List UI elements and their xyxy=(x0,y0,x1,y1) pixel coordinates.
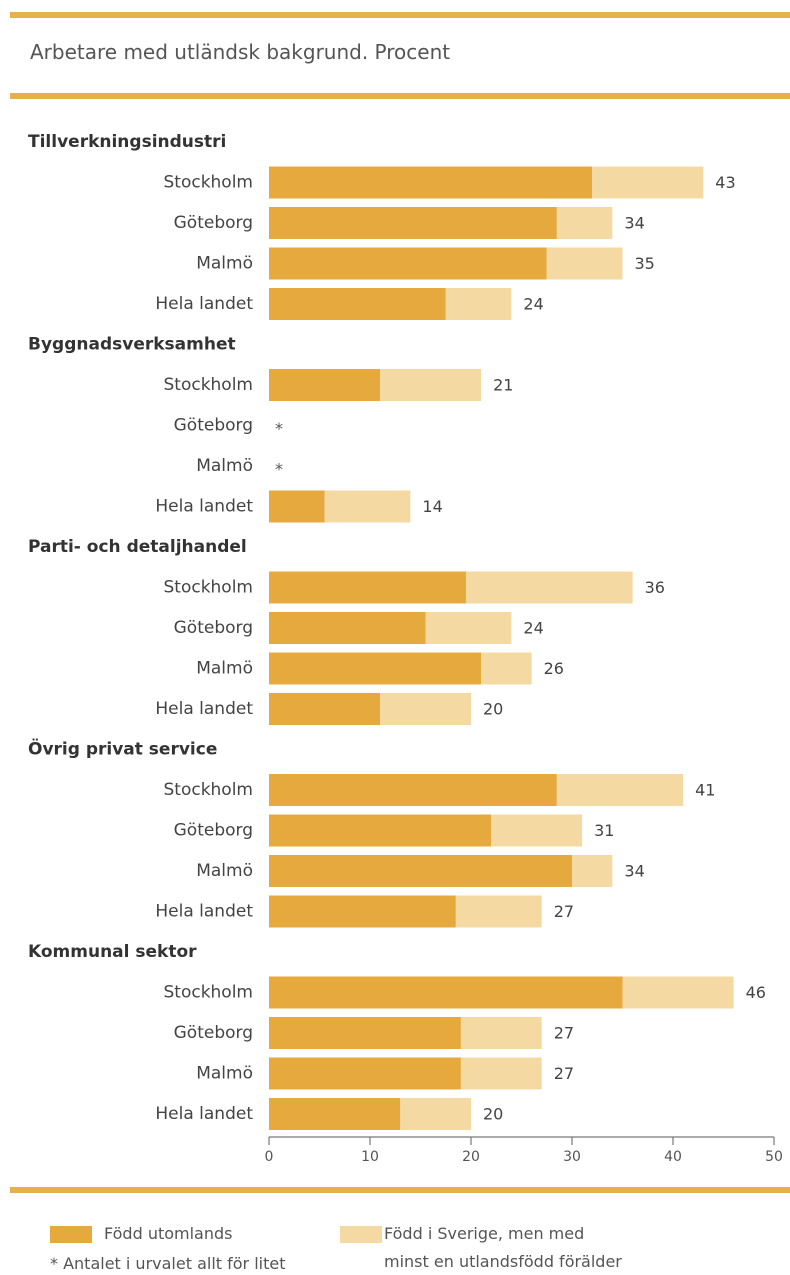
x-tick-label: 50 xyxy=(765,1149,783,1165)
legend-swatch-foreign xyxy=(50,1226,92,1243)
chart-title: Arbetare med utländsk bakgrund. Procent xyxy=(30,40,451,64)
data-label-total: 26 xyxy=(544,659,564,678)
group-label: Byggnadsverksamhet xyxy=(28,335,236,355)
x-tick-label: 40 xyxy=(664,1149,682,1165)
row-label: Stockholm xyxy=(163,780,253,800)
bar-segment-foreign xyxy=(269,774,557,806)
data-label-total: 46 xyxy=(746,983,766,1002)
data-label-total: 34 xyxy=(624,862,644,881)
data-label-total: 27 xyxy=(554,1024,574,1043)
bar-segment-foreign xyxy=(269,369,381,401)
bar-segment-foreign xyxy=(269,693,381,725)
data-label-total: 24 xyxy=(523,295,543,314)
bar-segment-parent xyxy=(455,895,542,928)
bar-segment-parent xyxy=(380,693,471,725)
bar-segment-parent xyxy=(465,571,633,604)
row-label: Malmö xyxy=(196,861,253,881)
data-label-total: 43 xyxy=(715,173,735,192)
bar-segment-foreign xyxy=(269,855,572,887)
bar-segment-parent xyxy=(481,652,532,685)
footnote: * Antalet i urvalet allt för litet xyxy=(50,1254,286,1273)
bar-chart: Tillverkningsindustri Stockholm 43 Göteborg… xyxy=(28,132,783,1165)
bar-segment-foreign xyxy=(269,288,446,320)
bar-segment-foreign xyxy=(269,1017,461,1049)
bar-segment-foreign xyxy=(269,612,426,644)
bar-segment-foreign xyxy=(269,571,466,604)
row-label: Hela landet xyxy=(155,699,253,719)
title-rule xyxy=(10,93,790,99)
data-label-total: 14 xyxy=(422,497,442,516)
x-tick-label: 10 xyxy=(361,1149,379,1165)
group-label: Parti- och detaljhandel xyxy=(28,537,247,557)
bar-segment-parent xyxy=(491,814,583,847)
row-label: Göteborg xyxy=(174,821,253,841)
insufficient-sample-marker: * xyxy=(275,460,283,479)
bar-segment-parent xyxy=(592,166,704,199)
data-label-total: 34 xyxy=(624,214,644,233)
bar-segment-foreign xyxy=(269,895,456,928)
legend-rule xyxy=(10,1187,790,1193)
data-label-total: 36 xyxy=(645,578,665,597)
bar-segment-foreign xyxy=(269,207,557,239)
row-label: Hela landet xyxy=(155,902,253,922)
bar-segment-parent xyxy=(556,774,684,806)
bar-segment-foreign xyxy=(269,976,623,1009)
group-label: Tillverkningsindustri xyxy=(28,132,226,152)
x-tick-label: 30 xyxy=(563,1149,581,1165)
row-label: Malmö xyxy=(196,1064,253,1084)
bar-segment-parent xyxy=(460,1057,542,1090)
bar-segment-parent xyxy=(460,1017,542,1049)
bar-segment-foreign xyxy=(269,166,593,199)
row-label: Malmö xyxy=(196,659,253,679)
bar-segment-parent xyxy=(556,207,613,239)
data-label-total: 20 xyxy=(483,1105,503,1124)
data-label-total: 31 xyxy=(594,821,614,840)
bar-segment-foreign xyxy=(269,652,482,685)
bar-segment-parent xyxy=(400,1098,471,1130)
data-label-total: 35 xyxy=(635,254,655,273)
bar-segment-parent xyxy=(425,612,512,644)
top-rule xyxy=(10,12,790,18)
group-label: Övrig privat service xyxy=(28,738,217,760)
x-tick-label: 0 xyxy=(265,1149,274,1165)
legend-label-parent-line1: Född i Sverige, men med xyxy=(384,1224,585,1243)
bar-segment-foreign xyxy=(269,1057,461,1090)
row-label: Malmö xyxy=(196,254,253,274)
row-label: Hela landet xyxy=(155,497,253,517)
legend-label-foreign: Född utomlands xyxy=(104,1224,233,1243)
bar-segment-parent xyxy=(622,976,734,1009)
bar-segment-foreign xyxy=(269,247,547,280)
bar-segment-parent xyxy=(445,288,512,320)
data-label-total: 21 xyxy=(493,376,513,395)
data-label-total: 41 xyxy=(695,781,715,800)
bar-segment-parent xyxy=(380,369,482,401)
row-label: Malmö xyxy=(196,456,253,476)
legend-swatch-parent xyxy=(340,1226,382,1243)
data-label-total: 20 xyxy=(483,700,503,719)
bar-segment-foreign xyxy=(269,1098,401,1130)
row-label: Hela landet xyxy=(155,1104,253,1124)
bar-segment-parent xyxy=(546,247,623,280)
row-label: Hela landet xyxy=(155,294,253,314)
row-label: Stockholm xyxy=(163,173,253,193)
bar-segment-parent xyxy=(572,855,613,887)
legend-label-parent-line2: minst en utlandsfödd förälder xyxy=(384,1252,622,1271)
insufficient-sample-marker: * xyxy=(275,419,283,438)
row-label: Stockholm xyxy=(163,983,253,1003)
row-label: Göteborg xyxy=(174,213,253,233)
row-label: Göteborg xyxy=(174,618,253,638)
bar-segment-foreign xyxy=(269,490,325,523)
data-label-total: 27 xyxy=(554,1064,574,1083)
group-label: Kommunal sektor xyxy=(28,942,197,962)
row-label: Stockholm xyxy=(163,578,253,598)
x-tick-label: 20 xyxy=(462,1149,480,1165)
bar-segment-foreign xyxy=(269,814,492,847)
row-label: Stockholm xyxy=(163,375,253,395)
data-label-total: 24 xyxy=(523,619,543,638)
row-label: Göteborg xyxy=(174,1023,253,1043)
data-label-total: 27 xyxy=(554,902,574,921)
row-label: Göteborg xyxy=(174,416,253,436)
bar-segment-parent xyxy=(324,490,411,523)
